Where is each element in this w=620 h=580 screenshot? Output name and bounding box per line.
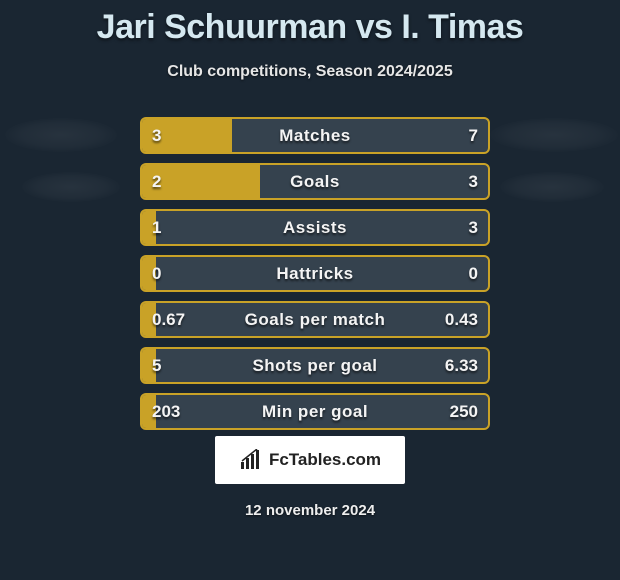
stat-value-left: 0 (152, 264, 161, 284)
branding-logo-icon (239, 449, 263, 471)
stat-row: 3 Matches 7 (140, 117, 490, 154)
comparison-chart: 3 Matches 7 2 Goals 3 1 Assists 3 0 Hattricks 0 0.67… (140, 117, 490, 439)
stat-value-right: 3 (469, 172, 478, 192)
stat-value-right: 0.43 (445, 310, 478, 330)
branding-badge: FcTables.com (215, 436, 405, 484)
stat-row: 0.67 Goals per match 0.43 (140, 301, 490, 338)
stat-metric-label: Min per goal (262, 402, 368, 422)
stat-value-right: 250 (450, 402, 478, 422)
stat-row: 2 Goals 3 (140, 163, 490, 200)
branding-text: FcTables.com (269, 450, 381, 470)
stat-value-right: 7 (469, 126, 478, 146)
stat-row: 203 Min per goal 250 (140, 393, 490, 430)
stat-row: 0 Hattricks 0 (140, 255, 490, 292)
comparison-title: Jari Schuurman vs I. Timas (0, 0, 620, 47)
background-ellipse (22, 172, 120, 202)
stat-metric-label: Hattricks (276, 264, 353, 284)
stat-metric-label: Shots per goal (252, 356, 377, 376)
background-ellipse (490, 118, 618, 152)
snapshot-date: 12 november 2024 (245, 502, 375, 519)
stat-value-left: 0.67 (152, 310, 185, 330)
background-ellipse (500, 172, 604, 202)
stat-value-right: 6.33 (445, 356, 478, 376)
stat-metric-label: Matches (279, 126, 351, 146)
stat-value-left: 5 (152, 356, 161, 376)
stat-row: 5 Shots per goal 6.33 (140, 347, 490, 384)
stat-metric-label: Assists (283, 218, 347, 238)
stat-row: 1 Assists 3 (140, 209, 490, 246)
stat-value-left: 2 (152, 172, 161, 192)
stat-metric-label: Goals per match (245, 310, 386, 330)
stat-value-right: 0 (469, 264, 478, 284)
comparison-subtitle: Club competitions, Season 2024/2025 (0, 63, 620, 81)
stat-value-left: 203 (152, 402, 180, 422)
stat-value-right: 3 (469, 218, 478, 238)
background-ellipse (5, 118, 117, 152)
stat-value-left: 1 (152, 218, 161, 238)
stat-value-left: 3 (152, 126, 161, 146)
stat-metric-label: Goals (290, 172, 340, 192)
